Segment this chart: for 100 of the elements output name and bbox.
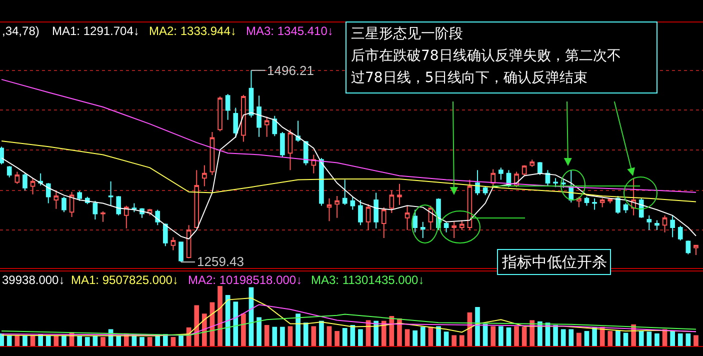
bar [560, 329, 566, 346]
bar [46, 335, 51, 346]
candlestick [342, 179, 348, 206]
bar [498, 326, 504, 346]
bar [303, 322, 308, 346]
candlestick [194, 170, 200, 229]
candlestick [366, 204, 371, 230]
candlestick [553, 178, 558, 188]
bar [592, 327, 597, 346]
bar [241, 314, 246, 346]
candlestick [288, 129, 293, 171]
candlestick [475, 170, 480, 196]
annotation: 指标中低位开杀 [501, 253, 607, 271]
candlestick [678, 225, 683, 241]
candlestick [530, 159, 535, 168]
candlestick [132, 202, 137, 213]
candlestick [654, 220, 660, 230]
candlestick [498, 167, 504, 180]
candlestick [670, 214, 675, 238]
annotation: ,34,78) [2, 24, 40, 38]
candlestick [62, 196, 66, 213]
candlestick [163, 222, 168, 247]
candlestick [248, 70, 254, 118]
candlestick [0, 146, 4, 165]
candlestick [46, 182, 51, 204]
candlestick [77, 190, 82, 202]
candlestick [404, 205, 410, 230]
candlestick [303, 140, 308, 166]
bar [459, 335, 464, 346]
bar [538, 321, 542, 346]
bar [178, 335, 184, 346]
candlestick [522, 164, 527, 176]
bar [280, 326, 285, 346]
candlestick [241, 94, 246, 142]
candlestick [686, 240, 691, 255]
candlestick [490, 168, 496, 186]
candlestick [186, 224, 192, 259]
candlestick [155, 209, 160, 226]
bar [584, 331, 590, 346]
bar [646, 332, 652, 346]
bar [0, 333, 4, 346]
candlestick [350, 196, 356, 210]
bar [272, 326, 278, 346]
bar [170, 337, 176, 346]
bar [116, 336, 122, 346]
text: MA1: 1291.704↓ [52, 24, 140, 38]
candlestick [412, 209, 418, 233]
bar [678, 333, 683, 346]
bar [84, 337, 90, 346]
bar [311, 326, 316, 346]
text: MA3: 11301435.000↓ [311, 273, 424, 287]
text: MA1: 9507825.000↓ [71, 273, 178, 287]
annotation: 三星形态见一阶段 [351, 26, 463, 42]
bar [62, 335, 66, 346]
candlestick [662, 214, 668, 233]
bar [256, 317, 262, 346]
candlestick [694, 244, 698, 256]
bar [616, 330, 620, 346]
bar [444, 332, 449, 346]
text: MA2: 10198518.000↓ [188, 273, 302, 287]
candlestick [6, 166, 12, 178]
bar [22, 335, 28, 346]
candlestick [178, 242, 184, 262]
candlestick [14, 171, 20, 184]
bar [623, 332, 628, 346]
bar [6, 335, 12, 346]
bar [288, 326, 293, 346]
bar [576, 332, 582, 346]
candlestick [92, 200, 98, 220]
bar [608, 331, 613, 346]
candlestick [264, 116, 270, 138]
candlestick [608, 198, 613, 204]
candlestick [124, 205, 129, 229]
candlestick [397, 183, 402, 206]
candlestick [272, 115, 278, 137]
candlestick [326, 198, 332, 222]
text: MA2: 1333.944↓ [149, 24, 236, 38]
candlestick [600, 198, 605, 208]
candlestick [69, 191, 74, 218]
bar [670, 331, 675, 346]
bar [412, 330, 418, 346]
candlestick [358, 200, 363, 226]
candlestick [334, 195, 340, 218]
bar [568, 329, 574, 346]
candlestick [280, 132, 285, 158]
annotation: 1259.43 [197, 254, 244, 269]
bar [326, 326, 332, 346]
bar [233, 302, 238, 346]
candlestick [54, 190, 59, 210]
bar [522, 326, 527, 346]
candlestick [420, 221, 426, 239]
bar [147, 337, 152, 346]
bar [54, 336, 59, 346]
candlestick [108, 180, 114, 206]
candlestick [389, 190, 394, 214]
bar [686, 333, 691, 346]
candlestick [256, 95, 262, 138]
candlestick [444, 221, 449, 233]
bar [140, 337, 144, 346]
text: MA3: 1345.410↓ [246, 24, 334, 38]
